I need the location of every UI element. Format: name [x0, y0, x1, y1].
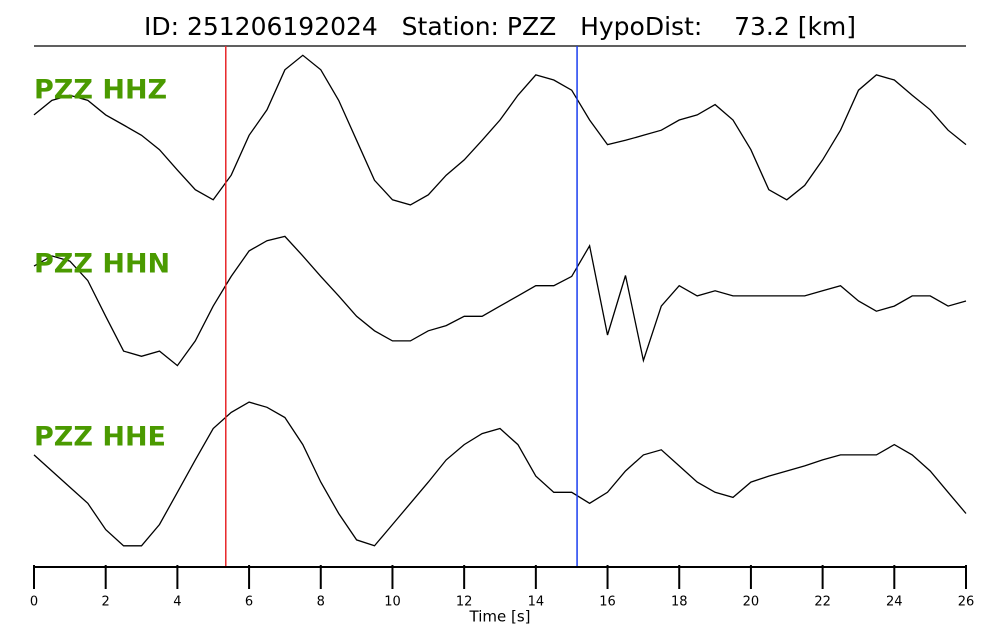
x-tick-label: 6	[245, 595, 253, 610]
x-tick-label: 18	[671, 595, 688, 610]
trace	[33, 401, 967, 547]
x-tick-label: 24	[886, 595, 903, 610]
x-tick-label: 20	[743, 595, 760, 610]
trace	[33, 54, 967, 206]
trace-label: PZZ HHE	[34, 422, 166, 453]
x-tick-label: 2	[102, 595, 110, 610]
x-tick-label: 8	[317, 595, 325, 610]
x-tick-label: 16	[599, 595, 616, 610]
x-axis-label: Time [s]	[469, 608, 531, 626]
x-tick-label: 26	[958, 595, 975, 610]
trace-label: PZZ HHZ	[34, 75, 167, 106]
trace-label: PZZ HHN	[34, 249, 170, 280]
x-tick-label: 4	[173, 595, 181, 610]
x-tick-label: 0	[30, 595, 38, 610]
x-tick-label: 12	[456, 595, 473, 610]
x-tick-label: 10	[384, 595, 401, 610]
x-tick-label: 22	[814, 595, 831, 610]
trace	[33, 235, 967, 367]
x-tick-label: 14	[528, 595, 545, 610]
chart-title: ID: 251206192024 Station: PZZ HypoDist: …	[144, 12, 856, 41]
